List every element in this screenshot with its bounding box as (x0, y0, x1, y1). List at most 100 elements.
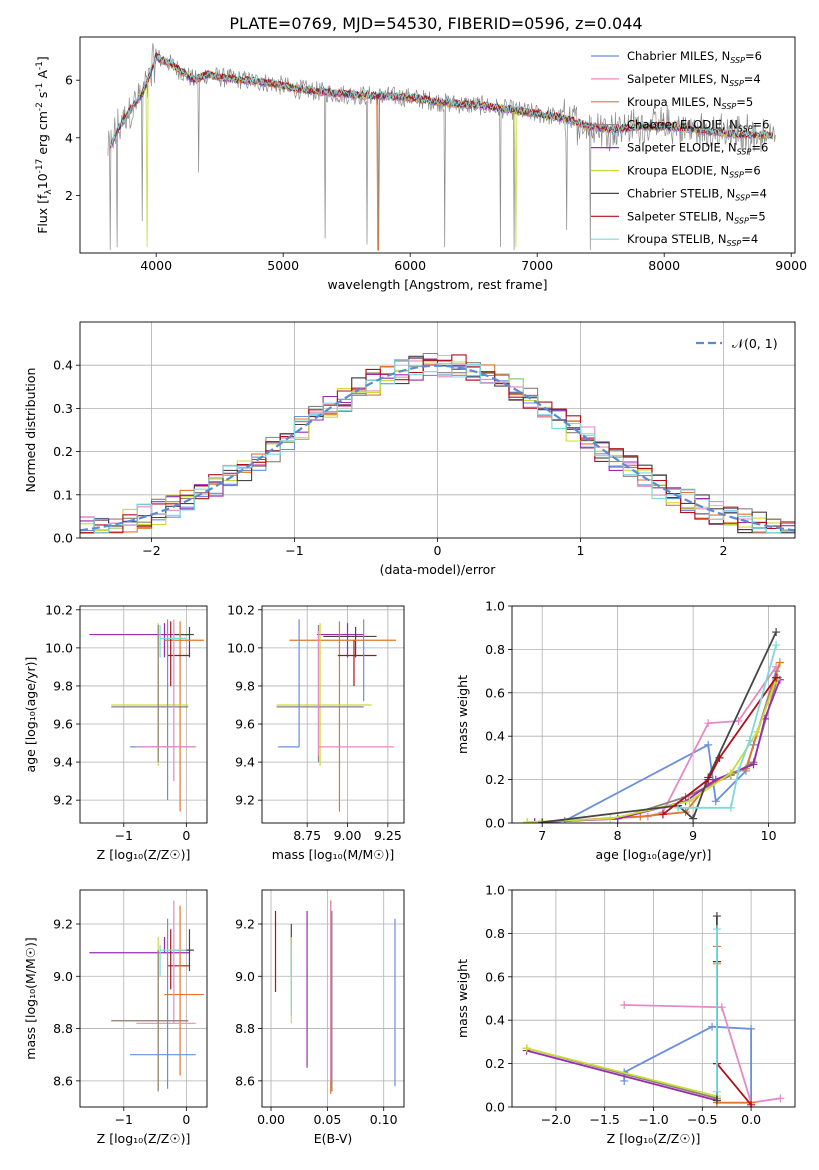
legend-label-salpeter-miles: Salpeter MILES, NSSP=4 (627, 72, 761, 88)
weight-marker-chabrier-stelib (538, 818, 547, 823)
y-tick-label: 10.2 (227, 602, 255, 617)
weight-marker-salpeter-miles (776, 1094, 785, 1103)
x-tick-label: 0 (182, 828, 190, 843)
histogram-chabrier-stelib (80, 355, 795, 534)
weight-marker-salpeter-elodie (613, 814, 622, 823)
weight-marker-salpeter-stelib (704, 775, 713, 784)
weight-marker-kroupa-elodie (726, 769, 735, 778)
weight-marker-kroupa-miles (775, 658, 784, 667)
x-tick-label: 8.75 (293, 828, 321, 843)
weight-line-salpeter-miles (624, 1004, 781, 1104)
weight-marker-chabrier-stelib (712, 1096, 721, 1105)
weight-marker-kroupa-elodie (522, 1044, 531, 1053)
plot-area-age-vs-mass (262, 606, 404, 823)
y-tick-label: 0.2 (485, 1056, 505, 1071)
y-axis-label: mass weight (455, 959, 470, 1038)
x-tick-label: 9 (689, 828, 697, 843)
weight-marker-chabrier-stelib (689, 814, 698, 823)
x-axis-label: mass [log₁₀(M/M☉)] (272, 847, 394, 862)
x-tick-label: 2 (720, 543, 728, 558)
panel-age-vs-mass: 8.75 9.00 9.25 9.2 9.4 9.6 9.8 10.0 10.2 mass [lo… (227, 602, 405, 862)
y-tick-label: 0.2 (485, 772, 505, 787)
y-tick-label: 0.3 (53, 401, 73, 416)
y-tick-label: 9.2 (53, 916, 73, 931)
weight-line-kroupa-miles (542, 662, 781, 823)
weight-marker-salpeter-miles (717, 1003, 726, 1012)
y-tick-label: 9.8 (235, 678, 255, 693)
y-tick-label: 8.8 (235, 1021, 255, 1036)
y-tick-label: 0.8 (485, 642, 505, 657)
legend-label-kroupa-elodie: Kroupa ELODIE, NSSP=6 (627, 164, 761, 180)
axes-frame (511, 605, 796, 824)
x-tick-label: 7 (538, 828, 546, 843)
x-axis-label: Z [log₁₀(Z/Z☉)] (97, 847, 191, 862)
axes-frame (79, 605, 208, 824)
legend-label-chabrier-miles: Chabrier MILES, NSSP=6 (627, 49, 762, 65)
y-tick-label: 0.0 (53, 531, 73, 546)
y-axis-label: mass weight (455, 675, 470, 754)
panel-weight-vs-age: 7 8 9 10 0.0 0.2 0.4 0.6 0.8 1.0 age [log₁₀(age/yr… (455, 599, 796, 862)
y-tick-label: 0.4 (485, 1013, 505, 1028)
y-tick-label: 0.0 (485, 816, 505, 831)
weight-marker-salpeter-miles (734, 717, 743, 726)
weight-marker-salpeter-miles (704, 719, 713, 728)
weight-line-chabrier-elodie (526, 961, 718, 1100)
x-tick-label: 0.05 (313, 1112, 341, 1127)
plot-area-spectrum (107, 42, 776, 251)
plot-area-mass-vs-ebv (262, 890, 404, 1107)
axes-frame (79, 36, 796, 254)
weight-marker-salpeter-stelib (772, 673, 781, 682)
x-tick-label: 9.25 (374, 828, 402, 843)
y-tick-label: 8.6 (235, 1073, 255, 1088)
figure-title: PLATE=0769, MJD=54530, FIBERID=0596, z=0… (229, 14, 642, 33)
weight-marker-kroupa-stelib (674, 803, 683, 812)
normal-curve (80, 364, 795, 532)
weight-marker-kroupa-elodie (606, 814, 615, 823)
spectrum-model-salpeter-stelib (110, 52, 774, 148)
y-axis-label-part: λ (44, 189, 54, 195)
legend-label-normal: 𝒩(0, 1) (732, 336, 778, 351)
weight-marker-kroupa-elodie (753, 727, 762, 736)
y-tick-label: 8.6 (53, 1073, 73, 1088)
legend: Chabrier MILES, NSSP=6 Salpeter MILES, NS… (591, 49, 769, 248)
x-axis-label: (data-model)/error (380, 562, 497, 577)
x-axis-label: Z [log₁₀(Z/Z☉)] (607, 1131, 701, 1146)
panel-residuals: −2 −1 0 1 2 0.0 0.1 0.2 0.3 0.4 (data-model)/error… (23, 321, 796, 577)
legend-label-salpeter-stelib: Salpeter STELIB, NSSP=5 (627, 209, 766, 225)
x-tick-label: −2 (142, 543, 160, 558)
legend-label-salpeter-elodie: Salpeter ELODIE, NSSP=6 (627, 141, 768, 157)
y-tick-label: 0.1 (53, 487, 73, 502)
y-tick-label: 10.0 (227, 640, 255, 655)
x-tick-label: 5000 (267, 258, 299, 273)
panel-age-vs-z: −1 0 9.2 9.4 9.6 9.8 10.0 10.2 Z [log₁₀(Z/Z☉)] ag… (23, 602, 208, 862)
plot-area-weight-vs-age (512, 606, 795, 823)
weight-line-salpeter-stelib (662, 677, 777, 816)
weight-marker-chabrier-miles (704, 740, 713, 749)
y-tick-label: 8.8 (53, 1021, 73, 1036)
y-tick-label: 0.8 (485, 926, 505, 941)
y-tick-label: 9.8 (53, 678, 73, 693)
weight-marker-chabrier-miles (747, 1024, 756, 1033)
y-axis-label-part: A (35, 70, 50, 83)
legend-label-kroupa-miles: Kroupa MILES, NSSP=5 (627, 95, 753, 111)
panel-spectrum: 4000 5000 6000 7000 8000 9000 2 4 6 wavelength [A… (35, 36, 807, 292)
x-tick-label: 0.10 (370, 1112, 398, 1127)
weight-marker-salpeter-stelib (747, 1100, 756, 1107)
y-tick-label: 9.2 (235, 793, 255, 808)
x-axis-label: E(B-V) (314, 1131, 353, 1146)
weight-marker-chabrier-miles (708, 1022, 717, 1031)
x-tick-label: 7000 (521, 258, 553, 273)
y-axis-label-part: 10 (35, 173, 50, 189)
y-axis-label: Normed distribution (23, 368, 38, 493)
x-tick-label: 9.00 (334, 828, 362, 843)
weight-marker-salpeter-elodie (711, 775, 720, 784)
x-tick-label: −1 (115, 828, 133, 843)
y-axis-label: mass [log₁₀(M/M☉)] (23, 937, 38, 1059)
x-tick-label: 8000 (648, 258, 680, 273)
weight-marker-kroupa-stelib (712, 925, 721, 934)
plot-area-mass-vs-z (80, 890, 207, 1107)
y-tick-label: 0.4 (485, 729, 505, 744)
x-tick-label: −2.0 (541, 1112, 571, 1127)
y-axis-label-part: -2 (35, 102, 45, 111)
